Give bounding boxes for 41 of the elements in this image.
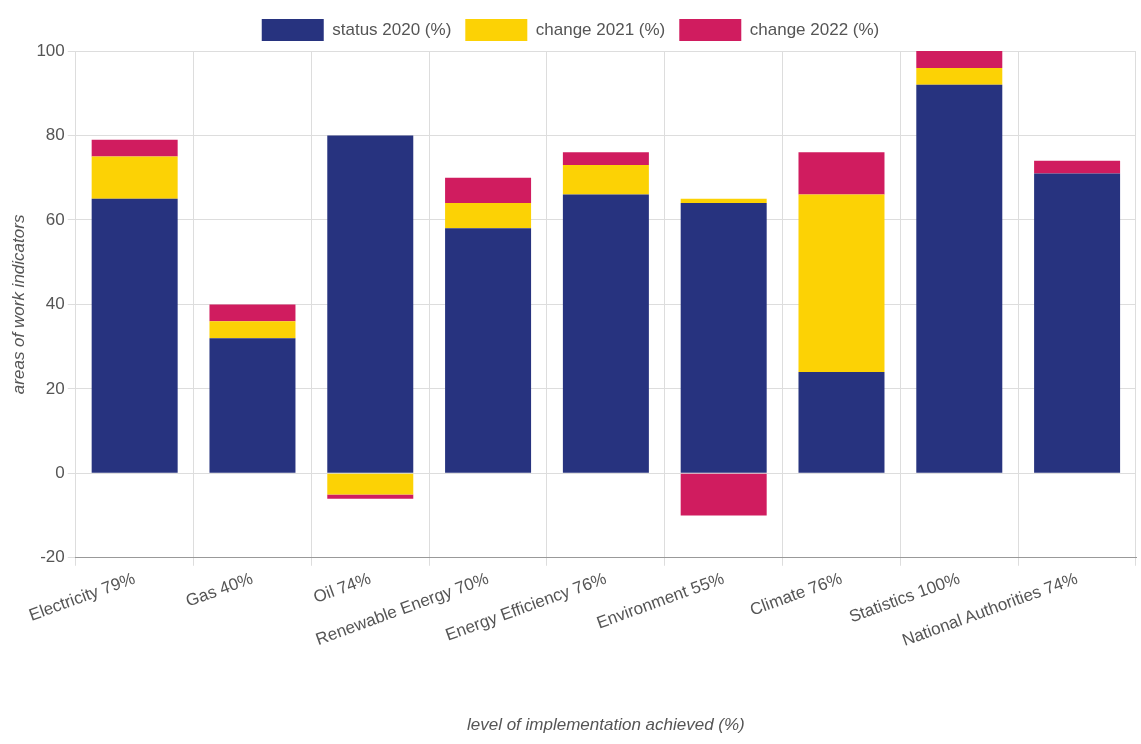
bar bbox=[445, 177, 532, 204]
bar bbox=[562, 152, 649, 166]
y-tick-label: 40 bbox=[45, 294, 65, 314]
legend-label: change 2021 (%) bbox=[535, 19, 666, 39]
y-tick-label: 60 bbox=[45, 209, 65, 229]
bar bbox=[327, 494, 414, 499]
y-tick-label: 20 bbox=[45, 378, 65, 398]
bar bbox=[562, 194, 649, 473]
bar bbox=[91, 139, 178, 157]
y-axis-title: areas of work indicators bbox=[8, 214, 28, 395]
bar bbox=[209, 321, 296, 339]
bar bbox=[916, 84, 1003, 473]
bar bbox=[798, 152, 885, 195]
x-tick-label: Climate 76% bbox=[747, 568, 845, 620]
x-tick-label: Gas 40% bbox=[183, 568, 256, 611]
bar bbox=[327, 135, 414, 473]
x-tick-label: Oil 74% bbox=[310, 568, 374, 607]
bar bbox=[327, 473, 414, 495]
x-axis-title: level of implementation achieved (%) bbox=[466, 714, 745, 734]
bar bbox=[91, 198, 178, 473]
bar bbox=[209, 304, 296, 322]
bar bbox=[445, 203, 532, 229]
y-tick-label: -20 bbox=[40, 547, 65, 567]
bar bbox=[680, 198, 767, 204]
bar bbox=[1034, 173, 1121, 473]
bar bbox=[916, 67, 1003, 85]
bar bbox=[91, 156, 178, 199]
y-tick-label: 0 bbox=[55, 462, 65, 482]
bar bbox=[562, 165, 649, 195]
bar bbox=[209, 338, 296, 473]
bar bbox=[798, 194, 885, 372]
bar bbox=[680, 203, 767, 473]
bar bbox=[916, 51, 1003, 68]
bar bbox=[445, 228, 532, 473]
bar bbox=[680, 473, 767, 516]
legend-label: status 2020 (%) bbox=[332, 19, 452, 39]
y-tick-label: 100 bbox=[36, 40, 65, 60]
y-tick-label: 80 bbox=[45, 125, 65, 145]
bar bbox=[1034, 160, 1121, 174]
legend-label: change 2022 (%) bbox=[749, 19, 880, 39]
bar bbox=[798, 371, 885, 473]
